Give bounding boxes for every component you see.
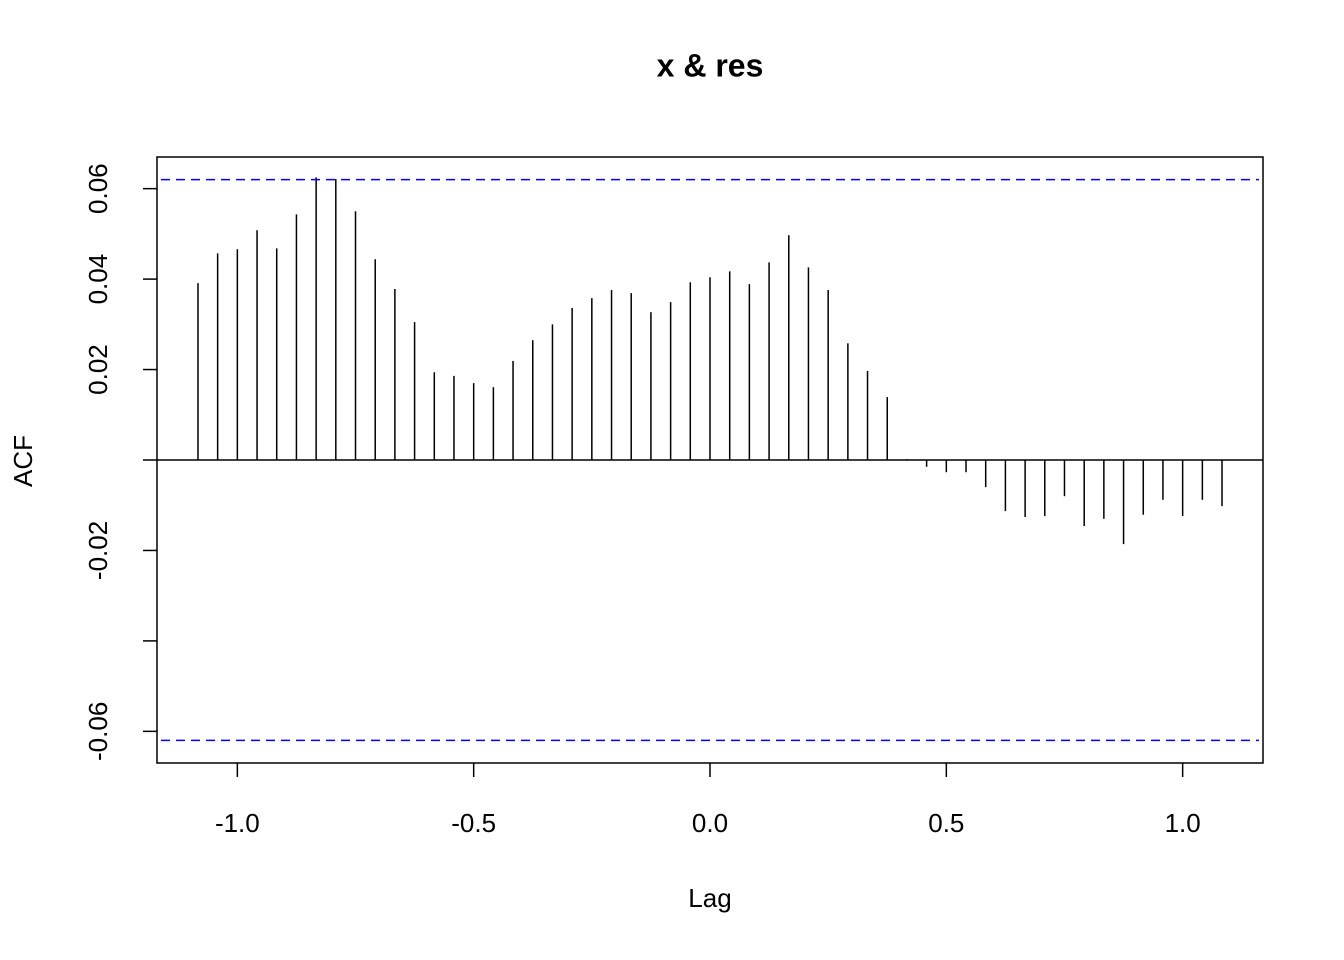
- x-tick-label: 1.0: [1165, 808, 1201, 838]
- y-tick-label: 0.04: [83, 254, 113, 305]
- chart-title: x & res: [657, 47, 764, 83]
- x-tick-label: -1.0: [215, 808, 260, 838]
- x-tick-label: 0.0: [692, 808, 728, 838]
- y-tick-label: 0.06: [83, 163, 113, 214]
- x-tick-label: -0.5: [451, 808, 496, 838]
- y-axis-label: ACF: [8, 435, 38, 487]
- y-tick-label: -0.02: [83, 521, 113, 580]
- x-tick-label: 0.5: [928, 808, 964, 838]
- y-tick-label: -0.06: [83, 702, 113, 761]
- x-axis-label: Lag: [688, 883, 731, 913]
- y-tick-label: 0.02: [83, 344, 113, 395]
